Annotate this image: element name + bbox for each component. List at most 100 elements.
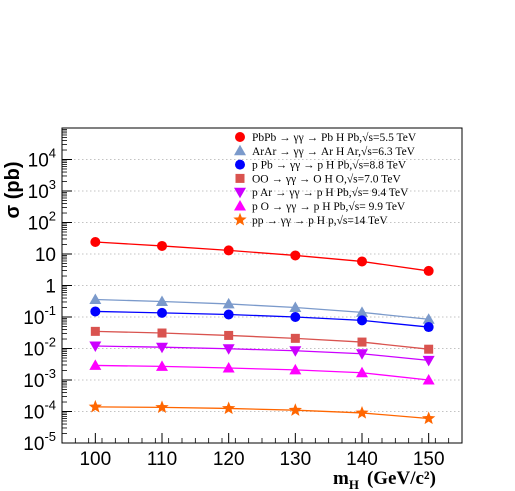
axis-ticks <box>61 129 463 444</box>
y-tick-base: 10 <box>28 214 49 235</box>
x-tick-label: 130 <box>279 449 311 470</box>
data-point <box>222 401 236 415</box>
data-point <box>423 265 434 276</box>
data-point <box>422 411 436 425</box>
x-tick-label: 150 <box>413 449 445 470</box>
data-point <box>88 399 102 413</box>
data-point <box>90 326 100 336</box>
data-point <box>222 297 235 309</box>
legend-marker <box>235 173 245 183</box>
y-tick-exponent: -4 <box>44 398 56 413</box>
series-line <box>95 298 429 320</box>
y-tick-base: 10 <box>28 182 49 203</box>
data-point <box>422 355 435 367</box>
y-tick-label: 102 <box>28 209 56 235</box>
y-tick-label: 10-3 <box>23 366 56 392</box>
y-tick-label: 10-1 <box>23 303 56 329</box>
y-tick-label: 104 <box>28 146 56 172</box>
series-6 <box>88 399 436 425</box>
data-point <box>288 403 302 416</box>
data-point <box>289 363 302 375</box>
legend-entry: p Pb → γγ → p H Pb,√s=8.8 TeV <box>235 159 407 172</box>
y-tick-base: 10 <box>28 151 49 172</box>
y-tick-label: 10-4 <box>23 398 56 424</box>
y-tick-base: 10 <box>35 245 56 266</box>
legend-entry: pp → γγ → p H p,√s=14 TeV <box>233 212 388 227</box>
series-2 <box>90 306 434 333</box>
legend-label: PbPb → γγ → Pb H Pb,√s=5.5 TeV <box>252 131 417 144</box>
data-point <box>90 306 101 317</box>
y-tick-exponent: 2 <box>49 209 56 224</box>
legend-label: pp → γγ → p H p,√s=14 TeV <box>252 214 388 227</box>
data-point <box>289 301 302 313</box>
y-tick-label: 10-2 <box>23 335 56 361</box>
data-point <box>222 362 235 373</box>
x-tick-label: 140 <box>346 449 378 470</box>
legend-marker <box>233 212 247 226</box>
x-axis-title-main: m <box>333 468 349 489</box>
y-tick-exponent: 4 <box>49 146 56 161</box>
data-point <box>89 293 102 304</box>
series-1 <box>89 293 435 324</box>
y-tick-label: 1 <box>45 277 56 298</box>
data-point <box>356 306 368 317</box>
data-point <box>223 309 234 320</box>
y-tick-exponent: 3 <box>49 177 56 192</box>
data-point <box>156 360 168 371</box>
x-tick-label: 120 <box>213 449 245 470</box>
x-tick-label: 100 <box>79 449 111 470</box>
series-5 <box>89 359 435 385</box>
data-point <box>157 240 167 251</box>
series-line <box>95 241 429 272</box>
data-point <box>222 344 235 355</box>
y-tick-label: 103 <box>28 177 56 203</box>
data-point <box>357 315 367 326</box>
legend-marker <box>234 187 246 199</box>
data-point <box>157 328 167 338</box>
legend-label: OO → γγ → O H O,√s=7.0 TeV <box>252 172 401 185</box>
legend-entry: p O → γγ → p H Pb,√s= 9.9 TeV <box>234 200 406 213</box>
data-point <box>89 341 102 353</box>
y-tick-exponent: -5 <box>44 429 56 444</box>
legend-marker <box>234 144 246 156</box>
y-tick-exponent: -2 <box>44 335 56 350</box>
data-point <box>422 313 435 324</box>
data-point <box>156 295 168 307</box>
series-3 <box>90 326 434 354</box>
legend-marker <box>234 200 246 211</box>
x-axis-title: mH (GeV/c²) <box>333 468 436 491</box>
series-line <box>95 310 429 328</box>
data-point <box>290 312 301 322</box>
data-point <box>224 330 234 340</box>
data-point <box>156 342 168 354</box>
series-0 <box>90 237 434 276</box>
y-tick-exponent: -1 <box>44 303 56 318</box>
y-tick-label: 10-5 <box>23 429 56 455</box>
data-point <box>356 366 368 378</box>
y-tick-label: 10 <box>35 245 56 266</box>
series-line <box>95 364 429 381</box>
data-point <box>357 337 367 347</box>
data-point <box>289 346 302 357</box>
legend-label: ArAr → γγ → Ar H Ar,√s=6.3 TeV <box>252 145 416 158</box>
data-point <box>355 405 369 419</box>
x-axis-title-units: (GeV/c²) <box>367 468 436 489</box>
legend-marker <box>235 159 245 170</box>
series-line <box>95 330 429 350</box>
legend-entry: PbPb → γγ → Pb H Pb,√s=5.5 TeV <box>235 131 417 144</box>
data-point <box>357 256 367 267</box>
series-4 <box>89 341 435 367</box>
legend-label: p Ar → γγ → p H Pb,√s= 9.4 TeV <box>252 186 409 199</box>
data-point <box>155 400 169 414</box>
y-axis-title: σ (pb) <box>2 162 24 219</box>
legend-marker <box>235 132 245 142</box>
y-tick-base: 10 <box>23 371 44 392</box>
data-point <box>90 237 101 248</box>
y-tick-base: 10 <box>23 340 44 361</box>
x-axis-title-sub: H <box>349 477 359 491</box>
data-point <box>356 349 368 360</box>
y-tick-base: 1 <box>45 277 56 298</box>
series-group <box>88 237 436 425</box>
